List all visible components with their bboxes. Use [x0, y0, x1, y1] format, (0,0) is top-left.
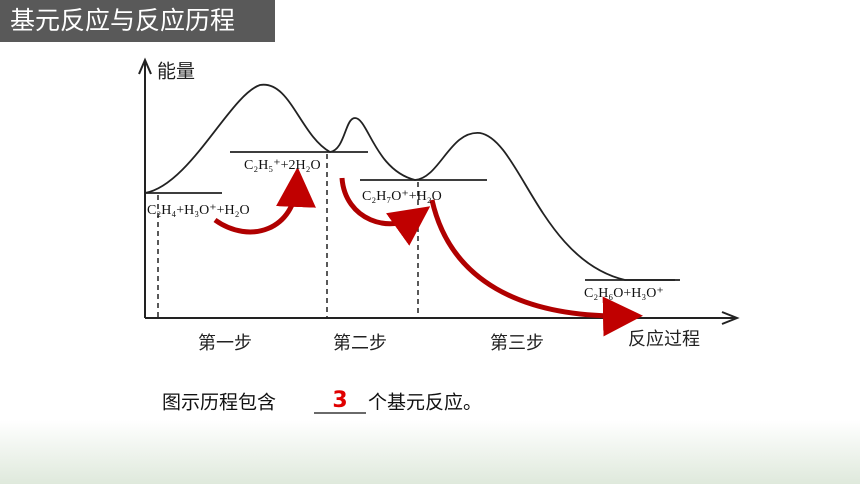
question-text: 图示历程包含	[162, 392, 276, 414]
red-arrow	[429, 199, 643, 337]
title: 基元反应与反应历程	[10, 6, 235, 35]
y-axis-label: 能量	[157, 61, 195, 83]
species-label: C₂H₅⁺+2H₂O	[244, 158, 321, 173]
question: 图示历程包含 3 个基元反应。	[162, 388, 482, 414]
x-axis-label: 反应过程	[628, 329, 700, 350]
step-label: 第三步	[490, 333, 544, 354]
y-arrow	[138, 57, 152, 75]
step-label: 第二步	[333, 333, 387, 354]
footer-band	[0, 420, 860, 484]
energy-curve	[144, 84, 680, 281]
levels	[145, 151, 675, 281]
red-arrow	[213, 167, 316, 235]
species-label: C₂H₇O⁺+H₂O	[362, 189, 442, 204]
energy-diagram: 能量 反应过程 C₂H₄+H₃O⁺+H₂O C₂H₅⁺+2H₂O C₂H₇O⁺+…	[138, 57, 740, 354]
red-arrow	[339, 177, 431, 246]
step-label: 第一步	[198, 333, 252, 354]
question-text: 个基元反应。	[368, 392, 482, 414]
species-label: C₂H₄+H₃O⁺+H₂O	[147, 203, 250, 218]
arrows	[213, 167, 643, 337]
x-arrow	[721, 311, 740, 325]
dividers	[157, 154, 419, 318]
answer: 3	[332, 388, 347, 413]
species-label: C₂H₆O+H₃O⁺	[584, 286, 664, 301]
title-box	[0, 0, 275, 42]
